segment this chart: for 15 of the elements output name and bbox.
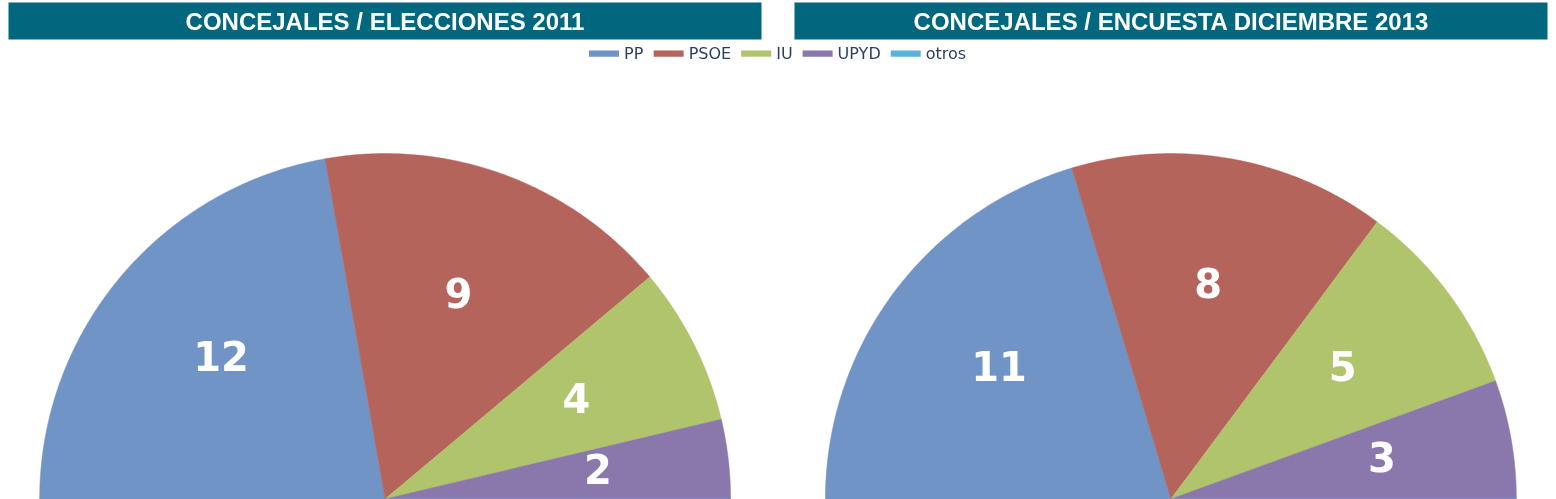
data-label: 11: [971, 344, 1027, 391]
chart-title: CONCEJALES / ENCUESTA DICIEMBRE 2013: [913, 7, 1429, 35]
legend-label: otros: [925, 44, 967, 63]
legend-label: PSOE: [688, 44, 732, 63]
legend-label: UPYD: [837, 44, 881, 63]
data-label: 8: [1194, 261, 1222, 308]
data-label: 2: [583, 447, 612, 494]
legend-label: IU: [776, 44, 793, 63]
chart-title: CONCEJALES / ELECCIONES 2011: [185, 7, 585, 35]
legend-label: PP: [624, 44, 644, 63]
data-label: 4: [562, 375, 591, 422]
data-label: 5: [1328, 344, 1357, 391]
data-label: 3: [1367, 434, 1396, 481]
data-label: 9: [444, 270, 473, 317]
data-label: 12: [193, 334, 249, 381]
